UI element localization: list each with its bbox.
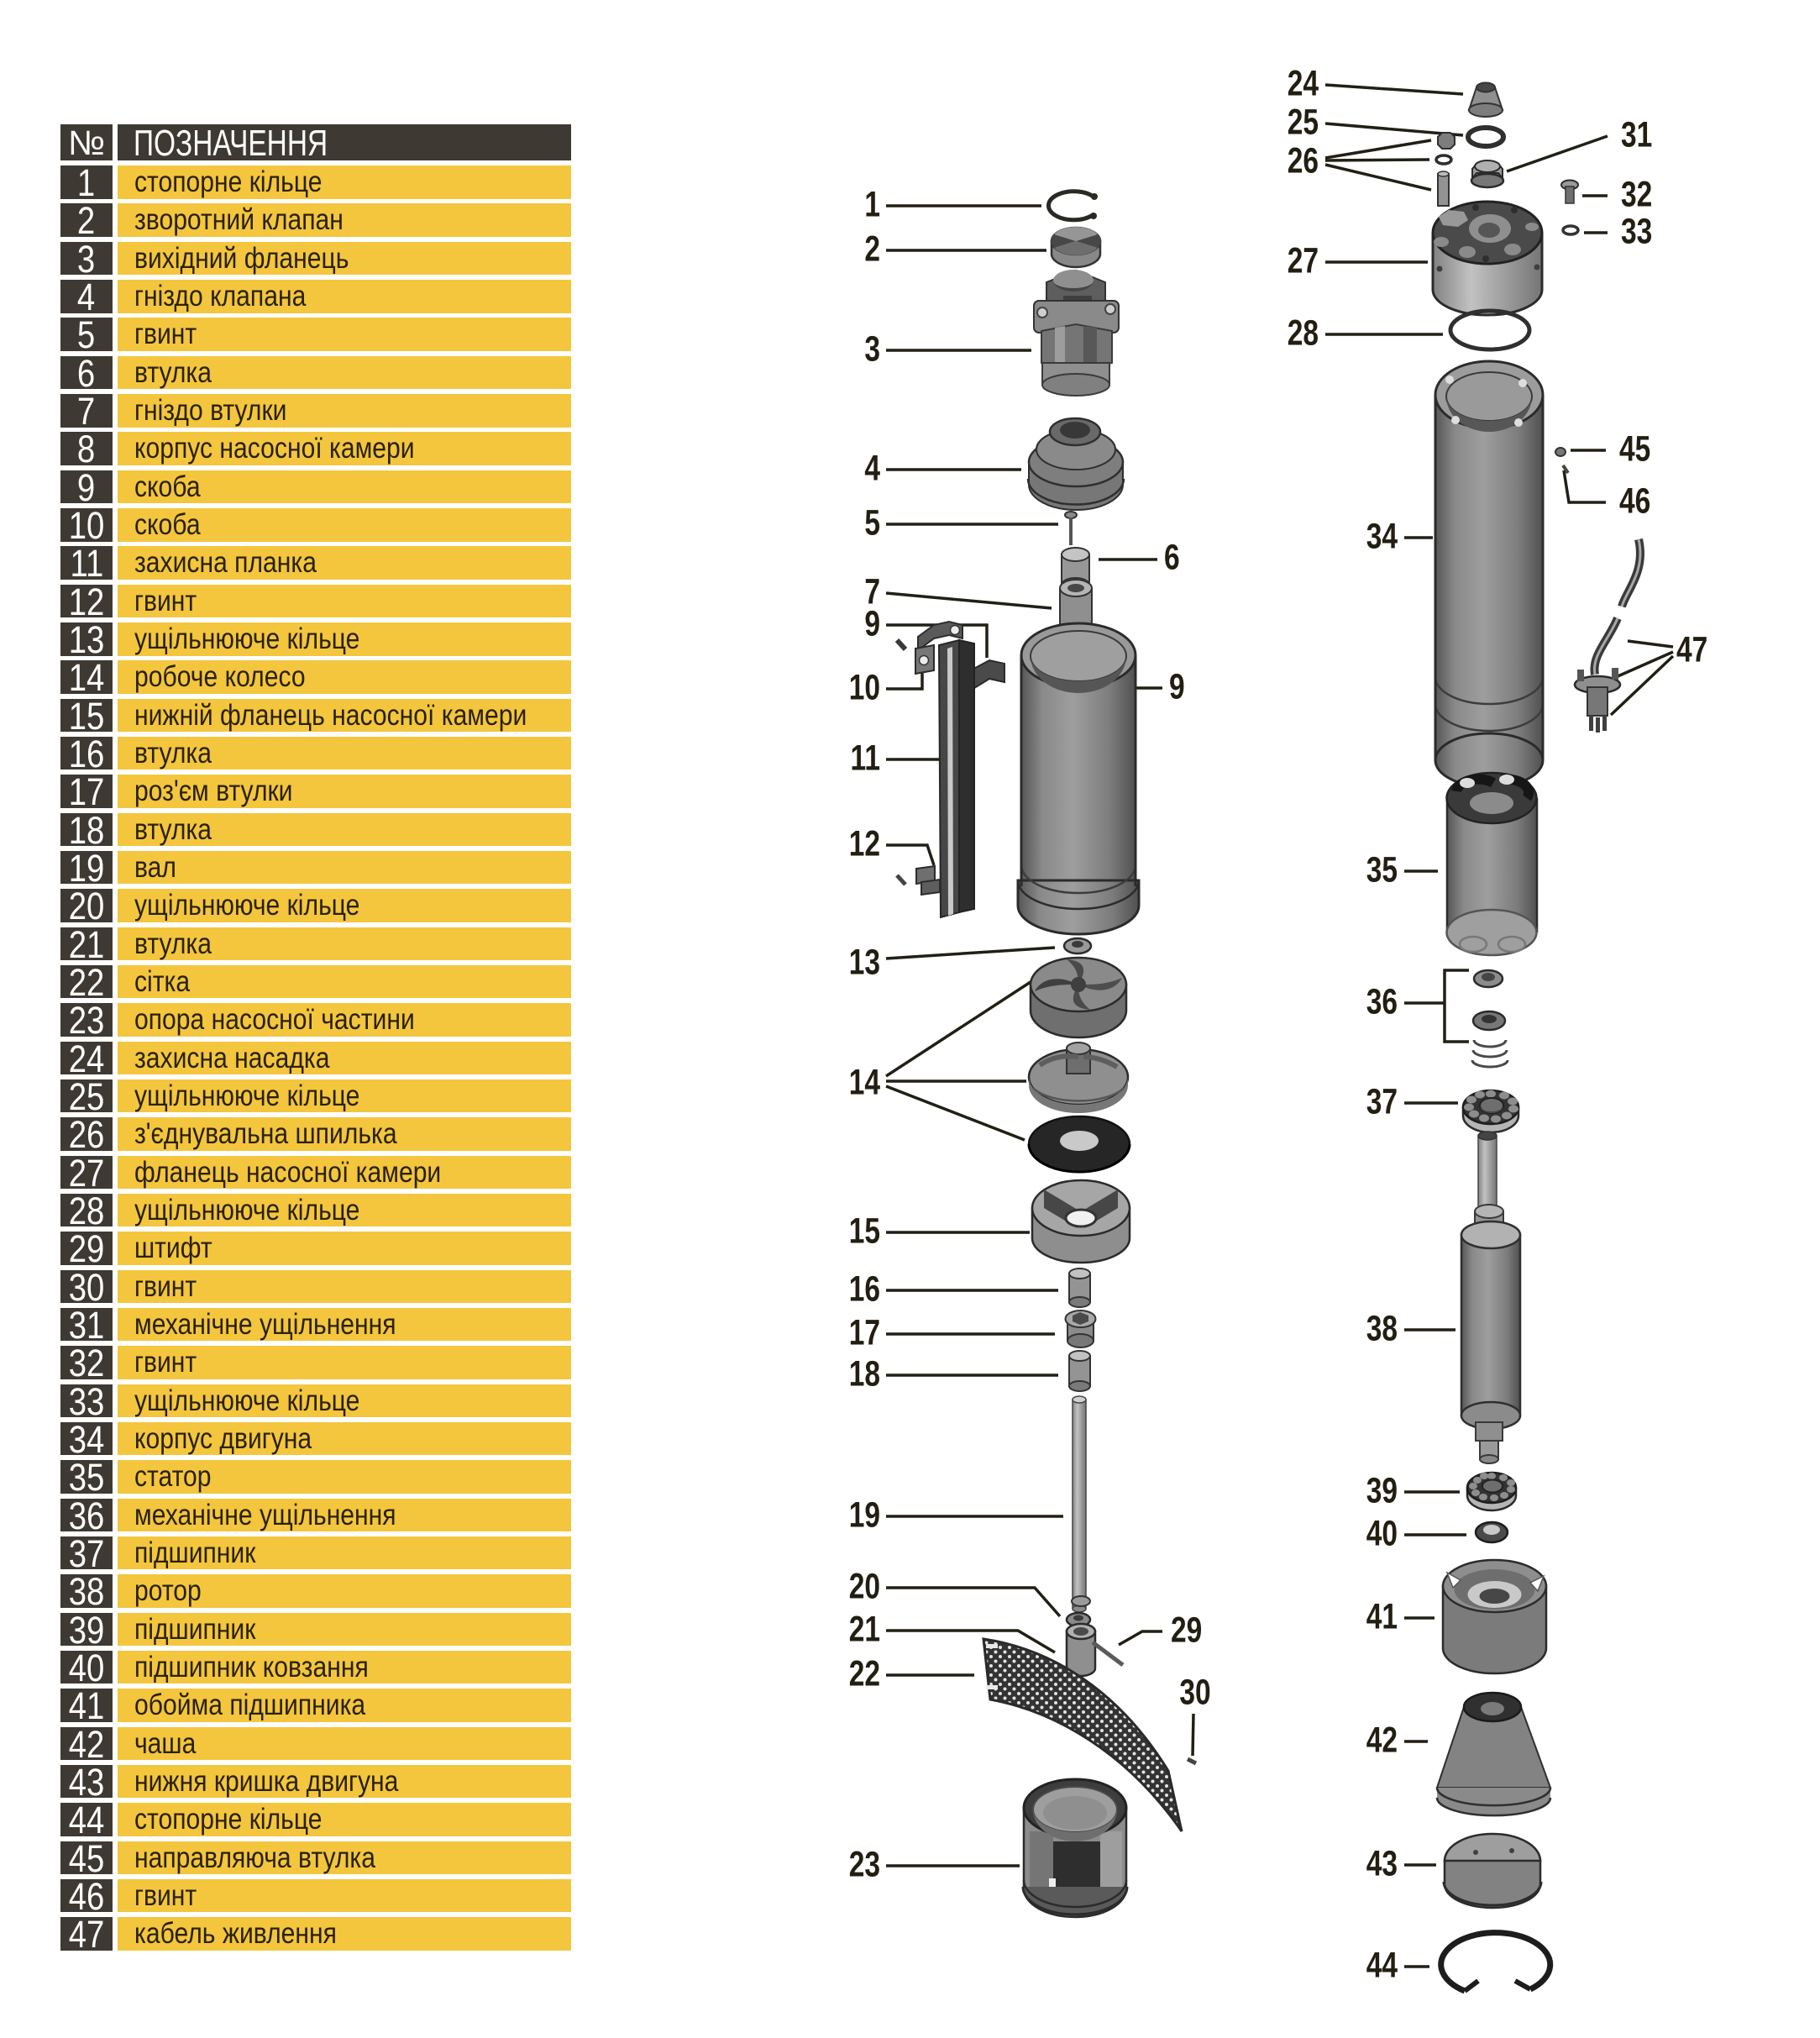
svg-text:40: 40 (1366, 1514, 1398, 1554)
svg-text:45: 45 (1619, 429, 1650, 470)
svg-text:9: 9 (1169, 667, 1185, 707)
svg-text:15: 15 (849, 1211, 880, 1252)
svg-text:7: 7 (864, 572, 880, 612)
svg-text:19: 19 (849, 1495, 880, 1536)
svg-text:20: 20 (849, 1567, 880, 1607)
svg-text:30: 30 (1179, 1673, 1210, 1713)
svg-text:3: 3 (864, 329, 880, 370)
svg-text:39: 39 (1366, 1471, 1398, 1511)
svg-text:41: 41 (1366, 1597, 1398, 1637)
svg-text:25: 25 (1288, 102, 1319, 143)
svg-text:31: 31 (1621, 115, 1652, 155)
svg-text:12: 12 (849, 824, 880, 864)
svg-text:22: 22 (849, 1654, 880, 1694)
svg-text:23: 23 (849, 1845, 880, 1885)
svg-text:37: 37 (1366, 1082, 1398, 1122)
svg-text:2: 2 (864, 229, 880, 270)
svg-text:38: 38 (1366, 1309, 1398, 1349)
svg-text:10: 10 (849, 668, 880, 708)
svg-text:43: 43 (1366, 1844, 1398, 1884)
svg-text:44: 44 (1366, 1946, 1398, 1986)
svg-text:28: 28 (1288, 313, 1319, 354)
svg-text:16: 16 (849, 1269, 880, 1310)
svg-text:18: 18 (849, 1354, 880, 1395)
svg-text:33: 33 (1621, 212, 1652, 252)
svg-text:17: 17 (849, 1313, 880, 1353)
svg-text:32: 32 (1621, 175, 1652, 215)
svg-text:24: 24 (1288, 64, 1319, 104)
svg-text:34: 34 (1366, 517, 1398, 557)
svg-text:6: 6 (1164, 538, 1180, 578)
svg-text:46: 46 (1619, 481, 1650, 522)
svg-text:9: 9 (864, 604, 880, 644)
svg-text:27: 27 (1288, 241, 1319, 281)
svg-text:13: 13 (849, 943, 880, 983)
svg-text:47: 47 (1676, 630, 1707, 670)
svg-text:1: 1 (864, 185, 880, 225)
svg-text:21: 21 (849, 1610, 880, 1650)
svg-text:26: 26 (1288, 141, 1319, 181)
svg-text:36: 36 (1366, 982, 1398, 1022)
svg-text:5: 5 (864, 503, 880, 544)
svg-text:4: 4 (864, 449, 880, 489)
svg-text:14: 14 (849, 1063, 881, 1103)
svg-text:29: 29 (1171, 1610, 1202, 1651)
svg-text:42: 42 (1366, 1720, 1398, 1761)
svg-text:11: 11 (851, 738, 880, 779)
svg-text:35: 35 (1366, 850, 1398, 890)
